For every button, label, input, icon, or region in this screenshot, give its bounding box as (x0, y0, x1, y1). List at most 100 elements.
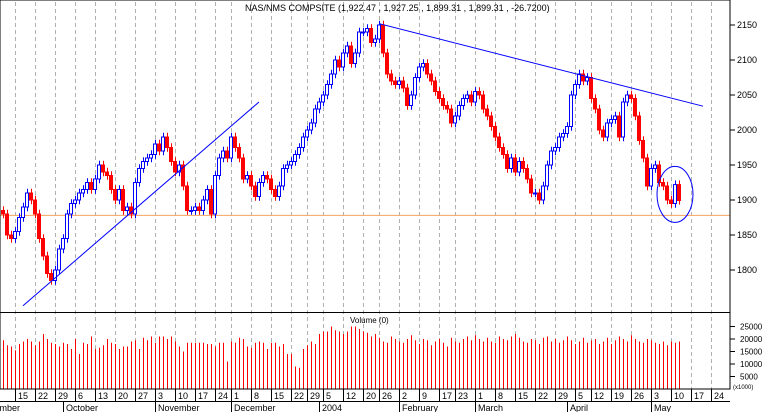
candle-body (501, 147, 505, 155)
candle-body (129, 206, 133, 215)
candle-body (593, 98, 597, 110)
candle-body (253, 185, 257, 197)
candle-body (645, 157, 649, 187)
candle-body (205, 189, 209, 201)
candle-body (9, 234, 13, 239)
volume-tick-label: 5000 (740, 373, 758, 382)
x-tick-label: 24 (218, 391, 228, 401)
candle-body (373, 38, 377, 43)
candle-body (493, 126, 497, 138)
x-tick-label: 12 (594, 391, 604, 401)
candle-body (549, 150, 553, 166)
candle-body (521, 161, 525, 169)
candle-body (601, 129, 605, 138)
candle-body (333, 59, 337, 75)
candle-body (649, 168, 653, 187)
volume-unit: (x1000) (733, 385, 753, 391)
candle-body (673, 184, 677, 205)
candle-body (425, 63, 429, 75)
y-tick-label: 1800 (737, 265, 757, 275)
candle-body (181, 164, 185, 187)
y-tick-label: 2000 (737, 125, 757, 135)
candle-body (277, 185, 281, 197)
volume-tick-label: 20000 (740, 335, 763, 344)
candle-body (505, 154, 509, 169)
x-tick-label: 10 (178, 391, 188, 401)
candle-body (113, 189, 117, 201)
candle-body (209, 189, 213, 215)
x-tick-label: 15 (18, 391, 28, 401)
candle-body (201, 199, 205, 211)
candle-body (341, 52, 345, 68)
x-tick-label: 26 (634, 391, 644, 401)
candle-body (561, 133, 565, 138)
candle-body (377, 24, 381, 40)
x-tick-label: 5 (578, 391, 583, 401)
candle-body (89, 182, 93, 190)
candle-body (641, 140, 645, 159)
candle-body (581, 73, 585, 82)
candle-body (629, 94, 633, 99)
candle-body (441, 98, 445, 106)
x-tick-label: 17 (198, 391, 208, 401)
candle-body (5, 213, 9, 236)
x-tick-label: 19 (614, 391, 624, 401)
candle-body (545, 164, 549, 187)
candle-body (97, 164, 101, 180)
highlight-ellipse (656, 165, 694, 223)
month-label: November (158, 403, 200, 412)
candle-body (481, 94, 485, 110)
candle-body (177, 164, 181, 173)
candle-body (577, 73, 581, 85)
candle-body (349, 45, 353, 64)
month-label: February (402, 403, 439, 412)
candle-body (245, 175, 249, 180)
candle-body (297, 147, 301, 155)
x-tick-label: 27 (138, 391, 148, 401)
candle-body (225, 150, 229, 159)
candle-body (61, 238, 65, 250)
candle-body (273, 189, 277, 197)
candle-body (1, 210, 5, 215)
volume-tick-label: 15000 (740, 348, 763, 357)
candles (1, 20, 681, 285)
y-tick-label: 2050 (737, 90, 757, 100)
candle-body (573, 84, 577, 96)
x-tick-label: 26 (382, 391, 392, 401)
x-tick-label: 13 (98, 391, 108, 401)
candle-body (109, 175, 113, 190)
month-label: September (0, 403, 20, 412)
candle-body (49, 273, 53, 281)
candle-body (317, 101, 321, 110)
candle-body (369, 28, 373, 43)
x-tick-label: 24 (714, 391, 724, 401)
candle-body (157, 143, 161, 152)
candle-body (497, 136, 501, 148)
candle-body (169, 147, 173, 162)
candle-body (389, 73, 393, 82)
candle-body (77, 192, 81, 201)
candle-body (533, 192, 537, 195)
candle-body (233, 136, 237, 148)
candle-body (661, 182, 665, 187)
candle-body (513, 157, 517, 173)
candle-body (329, 73, 333, 85)
x-tick-label: 3 (158, 391, 163, 401)
candle-body (553, 147, 557, 152)
candle-body (221, 150, 225, 159)
trendlines (22, 23, 704, 307)
candle-body (309, 122, 313, 131)
x-tick-label: 10 (674, 391, 684, 401)
candle-body (269, 178, 273, 190)
x-tick-label: 6 (78, 391, 83, 401)
candle-body (409, 94, 413, 106)
candle-body (29, 192, 33, 201)
trendline (22, 101, 260, 307)
y-tick-label: 1900 (737, 195, 757, 205)
candle-body (565, 126, 569, 134)
candle-body (41, 238, 45, 257)
volume-tick-label: 25000 (740, 323, 763, 332)
candle-body (57, 248, 61, 271)
